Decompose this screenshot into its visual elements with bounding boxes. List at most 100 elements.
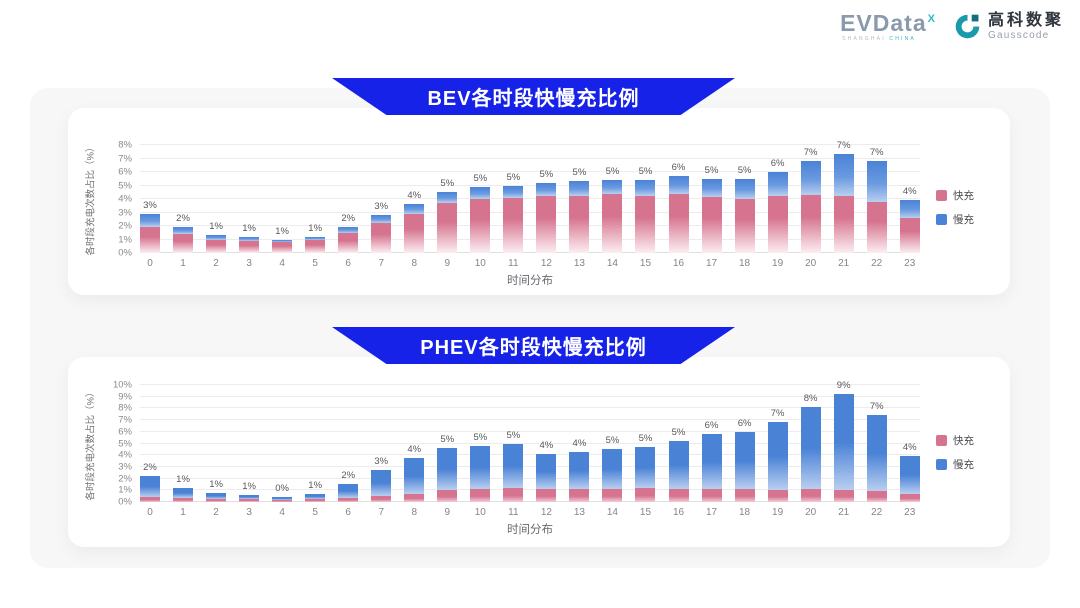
y-tick-label: 2% <box>118 473 132 485</box>
bar-value-label: 5% <box>704 165 719 177</box>
bar-value-label: 4% <box>407 443 422 455</box>
gausscode-g-icon <box>954 13 981 40</box>
fast-segment-hour-22 <box>866 491 887 502</box>
fast-segment-hour-12 <box>536 196 557 253</box>
legend-label: 快充 <box>953 190 974 202</box>
gridline <box>140 198 920 199</box>
fast-segment-hour-5 <box>305 240 326 253</box>
fast-segment-hour-6 <box>338 497 359 502</box>
bar-hour-2: 1% 2 <box>206 385 227 518</box>
bar-value-label: 5% <box>572 167 587 179</box>
y-tick-label: 3% <box>118 461 132 473</box>
slow-segment-hour-6 <box>338 484 359 498</box>
bars-row: 3% 0 2% 1 1% 2 1% 3 1% 4 1% 5 2% 6 3% 7 4% 8 5% 9 5% 10 5% 11 5%… <box>140 140 920 269</box>
fast-segment-hour-2 <box>206 498 227 502</box>
legend-label: 慢充 <box>953 214 974 226</box>
bar-hour-13: 5% 13 <box>569 145 590 269</box>
bar-value-label: 7% <box>803 147 818 159</box>
slow-segment-hour-3 <box>239 494 260 500</box>
slow-segment-hour-8 <box>404 203 425 214</box>
bar-hour-10: 5% 10 <box>470 385 491 518</box>
bar-hour-12: 4% 12 <box>536 385 557 518</box>
fast-segment-hour-15 <box>635 487 656 502</box>
slow-segment-hour-12 <box>536 182 557 197</box>
x-tick-label: 17 <box>705 507 718 518</box>
fast-segment-hour-13 <box>569 196 590 253</box>
bar-hour-8: 4% 8 <box>404 145 425 269</box>
slow-segment-hour-23 <box>899 456 920 494</box>
x-tick-label: 15 <box>639 507 652 518</box>
fast-segment-hour-10 <box>470 199 491 253</box>
legend: 快充 慢充 <box>936 433 974 472</box>
fast-segment-hour-11 <box>503 197 524 253</box>
bar-value-label: 2% <box>143 462 157 474</box>
bev-chart-card: 各时段充电次数占比（%） 0% 1% 2% 3% 4% 5% 6% 7% 8% 3% 0 2% 1 1% 2 1… <box>68 108 1010 295</box>
bar-value-label: 3% <box>374 456 389 468</box>
x-tick-label: 21 <box>838 507 850 518</box>
gridline <box>140 171 920 172</box>
legend-item-slow: 慢充 <box>936 457 974 472</box>
fast-segment-hour-8 <box>404 493 425 502</box>
fast-segment-hour-10 <box>470 489 491 502</box>
gridline <box>140 477 920 479</box>
bar-value-label: 4% <box>539 440 554 452</box>
phev-chart-title: PHEV各时段快慢充比例 <box>420 337 647 359</box>
slow-segment-hour-14 <box>602 449 623 490</box>
slow-segment-hour-9 <box>437 448 458 491</box>
x-tick-label: 23 <box>904 507 916 518</box>
x-tick-label: 8 <box>411 507 418 518</box>
slow-segment-hour-11 <box>503 185 524 198</box>
x-tick-label: 5 <box>312 258 318 269</box>
evdata-wordmark: EVDataX <box>840 12 936 35</box>
fast-segment-hour-16 <box>668 193 689 253</box>
bev-title-ribbon: BEV各时段快慢充比例 <box>332 78 735 115</box>
x-tick-label: 13 <box>573 507 585 518</box>
gridline <box>140 430 920 432</box>
fast-segment-hour-19 <box>767 490 788 502</box>
bar-hour-20: 8% 20 <box>800 385 821 518</box>
bar-value-label: 6% <box>770 158 785 169</box>
fast-segment-hour-17 <box>701 489 722 502</box>
bar-value-label: 5% <box>539 168 554 180</box>
slow-segment-hour-13 <box>569 451 590 490</box>
slow-segment-hour-10 <box>470 445 491 490</box>
legend-swatch <box>936 435 947 446</box>
bar-hour-23: 4% 23 <box>899 385 920 518</box>
bar-value-label: 8% <box>803 393 818 405</box>
bar-value-label: 4% <box>572 437 587 449</box>
bar-value-label: 5% <box>737 165 752 177</box>
fast-segment-hour-3 <box>239 499 260 502</box>
x-tick-label: 3 <box>246 507 252 518</box>
slow-segment-hour-22 <box>866 161 887 202</box>
bar-hour-6: 2% 6 <box>338 385 359 518</box>
plot-area: 0% 1% 2% 3% 4% 5% 6% 7% 8% 3% 0 2% 1 1% 2 1% 3 1% 4 1% 5 2% 6 3… <box>118 140 920 269</box>
x-tick-label: 21 <box>838 258 850 269</box>
x-tick-label: 15 <box>639 258 652 269</box>
y-tick-label: 6% <box>118 426 132 438</box>
x-tick-label: 22 <box>871 258 883 269</box>
x-tick-label: 18 <box>739 507 751 518</box>
gridline <box>140 465 920 467</box>
legend-item-fast: 快充 <box>936 188 974 203</box>
slow-segment-hour-8 <box>404 457 425 494</box>
y-axis-title-box: 各时段充电次数占比（%） <box>74 143 104 256</box>
evdata-tagline-shanghai: SHANGHAI <box>842 36 886 42</box>
y-tick-label: 8% <box>118 139 132 151</box>
slow-segment-hour-12 <box>536 454 557 490</box>
fast-segment-hour-23 <box>899 217 920 253</box>
y-tick-label: 0% <box>118 247 132 259</box>
x-tick-label: 2 <box>213 507 219 518</box>
slow-segment-hour-6 <box>338 227 359 233</box>
x-tick-label: 5 <box>312 507 318 518</box>
legend-label: 慢充 <box>953 459 974 471</box>
bar-value-label: 5% <box>671 427 686 439</box>
legend-item-slow: 慢充 <box>936 212 974 227</box>
bar-value-label: 1% <box>242 223 256 235</box>
x-tick-label: 11 <box>508 258 519 269</box>
fast-segment-hour-20 <box>800 489 821 502</box>
bar-value-label: 6% <box>737 417 752 429</box>
fast-segment-hour-14 <box>602 489 623 502</box>
slow-segment-hour-20 <box>800 161 821 195</box>
slow-segment-hour-19 <box>767 172 788 197</box>
charts-panel: BEV各时段快慢充比例 各时段充电次数占比（%） 0% 1% 2% 3% 4% 5% 6% 7%… <box>30 78 1050 568</box>
